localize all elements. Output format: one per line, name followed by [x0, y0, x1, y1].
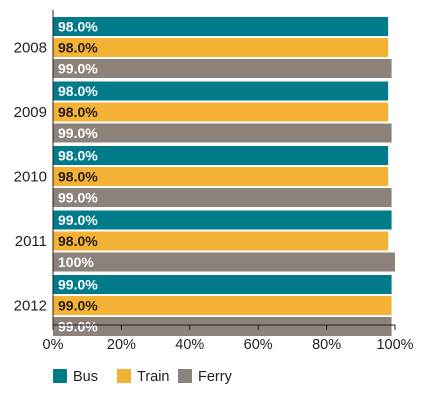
data-label-ferry-2011: 100%: [58, 254, 94, 270]
category-label-2012: 2012: [14, 298, 47, 315]
x-tick-label-2: 40%: [175, 337, 204, 353]
bar-train-2011: [53, 231, 389, 251]
category-label-2011: 2011: [15, 233, 47, 250]
legend-label-train: Train: [137, 369, 170, 385]
data-label-ferry-2009: 99.0%: [58, 125, 98, 141]
x-tick-label-0: 0%: [43, 337, 64, 353]
data-label-train-2011: 98.0%: [58, 233, 98, 249]
legend-swatch-ferry: [178, 369, 192, 383]
bar-train-2008: [53, 38, 389, 57]
data-label-ferry-2008: 99.0%: [58, 61, 98, 77]
legend-swatch-bus: [53, 369, 67, 383]
legend-swatch-train: [117, 369, 131, 383]
data-label-bus-2011: 99.0%: [58, 212, 98, 228]
category-label-2008: 2008: [14, 40, 47, 57]
bar-bus-2011: [53, 210, 392, 230]
bar-bus-2008: [53, 17, 389, 36]
data-label-train-2009: 98.0%: [58, 104, 98, 120]
category-label-2010: 2010: [14, 169, 47, 186]
data-label-train-2008: 98.0%: [58, 40, 98, 56]
bar-ferry-2012: [53, 317, 392, 336]
data-label-bus-2009: 98.0%: [58, 83, 98, 99]
data-label-bus-2012: 99.0%: [58, 277, 98, 293]
x-tick-label-5: 100%: [376, 337, 413, 353]
data-label-ferry-2012: 99.0%: [58, 319, 98, 335]
bar-train-2012: [53, 296, 392, 315]
bars-group: 98.0% 98.0% 99.0% 98.0% 98.0% 99.0% 98.0% 98.0%…: [53, 17, 395, 336]
legend: Bus Train Ferry: [53, 369, 233, 385]
data-label-bus-2010: 98.0%: [58, 148, 98, 164]
category-label-2009: 2009: [14, 104, 47, 121]
bar-bus-2009: [53, 81, 389, 101]
category-labels: 2008 2009 2010 2011 2012: [14, 40, 47, 315]
bar-ferry-2009: [53, 123, 392, 143]
legend-label-ferry: Ferry: [198, 369, 233, 385]
data-label-train-2012: 99.0%: [58, 298, 98, 314]
bar-ferry-2010: [53, 188, 392, 207]
bar-bus-2010: [53, 146, 389, 165]
data-label-bus-2008: 98.0%: [58, 19, 98, 35]
x-tick-label-3: 60%: [244, 337, 273, 353]
bar-ferry-2008: [53, 59, 392, 78]
data-label-ferry-2010: 99.0%: [58, 190, 98, 206]
bar-train-2009: [53, 102, 389, 122]
bar-bus-2012: [53, 275, 392, 294]
bar-train-2010: [53, 167, 389, 186]
legend-label-bus: Bus: [73, 369, 98, 385]
x-tick-label-4: 80%: [312, 337, 341, 353]
bar-ferry-2011: [53, 252, 395, 272]
x-axis: 0% 20% 40% 60% 80% 100%: [43, 10, 414, 353]
x-tick-label-1: 20%: [107, 337, 136, 353]
data-label-train-2010: 98.0%: [58, 169, 98, 185]
